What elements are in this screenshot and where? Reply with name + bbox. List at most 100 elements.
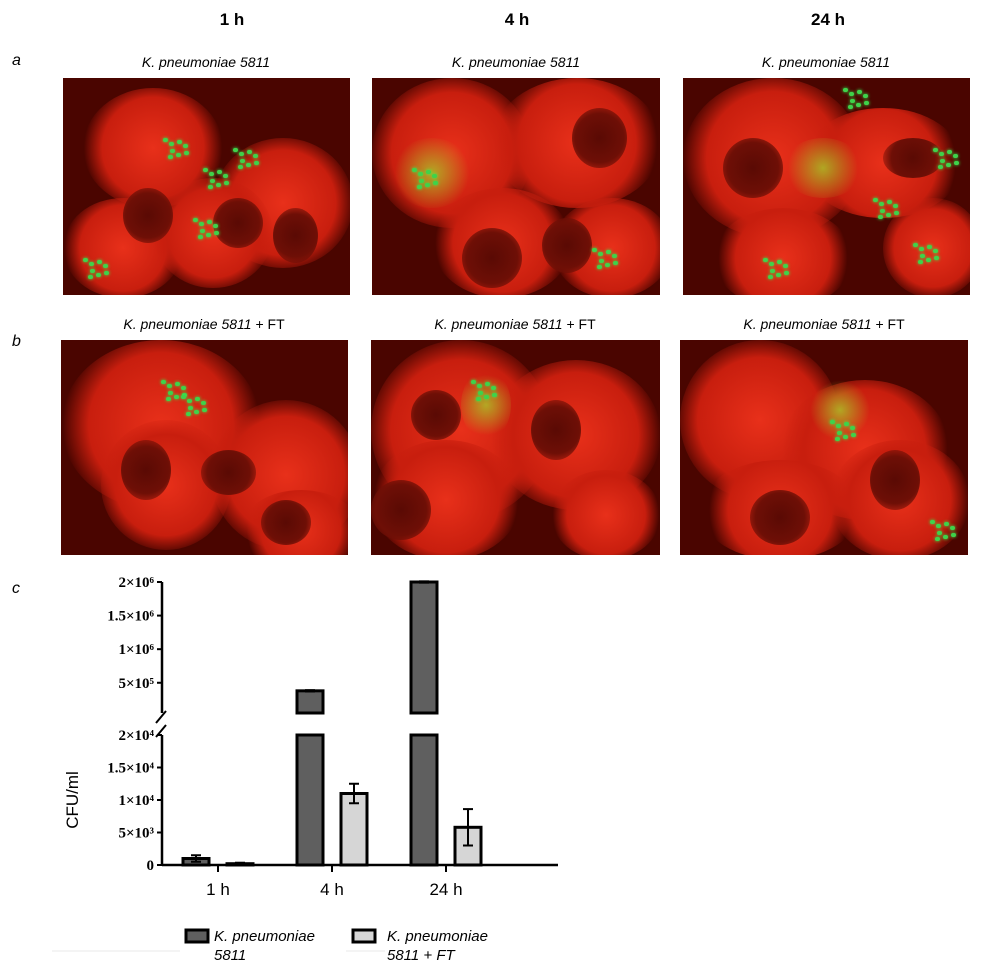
- bacterium: [918, 260, 923, 264]
- bar-ft-1: [339, 792, 369, 867]
- bacterium: [412, 168, 417, 172]
- x-tick-label: 24 h: [429, 880, 462, 899]
- cell-nucleus: [273, 208, 318, 263]
- bar-5811-1-lower: [295, 733, 325, 867]
- bacterium: [939, 152, 944, 156]
- bacterium: [784, 271, 789, 275]
- bacterium: [893, 204, 898, 208]
- y-tick-label: 1.5×10⁶: [107, 609, 154, 625]
- bacterium: [492, 393, 497, 397]
- bacterium: [223, 174, 228, 178]
- bacterium: [419, 179, 424, 183]
- bacterium: [599, 259, 604, 263]
- bacterium: [183, 144, 188, 148]
- bacterium: [606, 250, 611, 254]
- caption-b-1h: K. pneumoniae 5811 + FT: [123, 316, 285, 332]
- bacterium: [836, 424, 841, 428]
- bacterium: [224, 181, 229, 185]
- micrograph-a-1h: [63, 78, 350, 295]
- bacterium: [201, 401, 206, 405]
- bacterium: [238, 165, 243, 169]
- bacterium: [177, 140, 182, 144]
- bacterium: [175, 382, 180, 386]
- bacterium: [181, 386, 186, 390]
- bacterium: [933, 148, 938, 152]
- bacterium: [253, 154, 258, 158]
- bacterium: [598, 252, 603, 256]
- cell-nucleus: [870, 450, 920, 510]
- bacterium: [850, 99, 855, 103]
- cell-body: [713, 208, 853, 295]
- bacterium: [856, 103, 861, 107]
- cell-body: [551, 470, 660, 555]
- caption-b-4h: K. pneumoniae 5811 + FT: [434, 316, 596, 332]
- bacterium: [161, 380, 166, 384]
- bacteria-cluster: [392, 138, 472, 208]
- bacterium: [208, 185, 213, 189]
- cell-nucleus: [531, 400, 581, 460]
- bacterium: [163, 138, 168, 142]
- bacterium: [953, 154, 958, 158]
- cell-nucleus: [261, 500, 311, 545]
- bacterium: [168, 391, 173, 395]
- bacterium: [216, 183, 221, 187]
- bacterium: [247, 150, 252, 154]
- x-tick-label: 4 h: [320, 880, 344, 899]
- bacterium: [835, 437, 840, 441]
- bacterium: [184, 151, 189, 155]
- bacterium: [954, 161, 959, 165]
- bacterium: [426, 170, 431, 174]
- caption-a-1h: K. pneumoniae 5811: [141, 54, 271, 70]
- caption-a-24h: K. pneumoniae 5811: [761, 54, 891, 70]
- cell-nucleus: [411, 390, 461, 440]
- bacterium: [198, 235, 203, 239]
- bacterium: [471, 380, 476, 384]
- bacterium: [203, 168, 208, 172]
- bacterium: [432, 174, 437, 178]
- bacterium: [187, 399, 192, 403]
- bacterium: [597, 265, 602, 269]
- bacterium: [240, 159, 245, 163]
- bacterium: [186, 412, 191, 416]
- column-header-4h: 4 h: [504, 10, 530, 29]
- bacterium: [233, 148, 238, 152]
- bacterium: [937, 531, 942, 535]
- legend-label: 5811 + FT: [387, 947, 457, 964]
- bacterium: [433, 181, 438, 185]
- bacterium: [88, 275, 93, 279]
- panel-label-a: a: [12, 52, 21, 69]
- bacterium: [926, 258, 931, 262]
- bacterium: [886, 213, 891, 217]
- bacterium: [850, 426, 855, 430]
- bar-5811-2-upper: [409, 580, 439, 715]
- bacterium: [83, 258, 88, 262]
- cell-nucleus: [723, 138, 783, 198]
- bacterium: [103, 264, 108, 268]
- column-header-1h: 1 h: [219, 10, 245, 29]
- micrograph-b-1h: [61, 340, 348, 555]
- bacterium: [873, 198, 878, 202]
- bacterium: [857, 90, 862, 94]
- bacterium: [776, 273, 781, 277]
- cell-nucleus: [201, 450, 256, 495]
- y-tick-label: 1.5×10⁴: [107, 761, 154, 777]
- bacterium: [170, 149, 175, 153]
- bacterium: [200, 229, 205, 233]
- bacterium: [181, 395, 186, 399]
- bacterium: [848, 105, 853, 109]
- cell-nucleus: [123, 188, 173, 243]
- micrograph-a-4h: [372, 78, 660, 295]
- bacterium: [89, 262, 94, 266]
- bacterium: [887, 200, 892, 204]
- y-tick-label: 2×10⁴: [118, 728, 154, 744]
- legend-label: K. pneumoniae: [214, 928, 315, 945]
- bacterium: [485, 382, 490, 386]
- caption-a-4h: K. pneumoniae 5811: [451, 54, 581, 70]
- legend-label: K. pneumoniae: [387, 928, 488, 945]
- panel-label-b: b: [12, 333, 21, 350]
- bacterium: [214, 231, 219, 235]
- bacterium: [239, 152, 244, 156]
- bacterium: [217, 170, 222, 174]
- bacterium: [944, 522, 949, 526]
- legend-swatch-ft: [351, 928, 377, 944]
